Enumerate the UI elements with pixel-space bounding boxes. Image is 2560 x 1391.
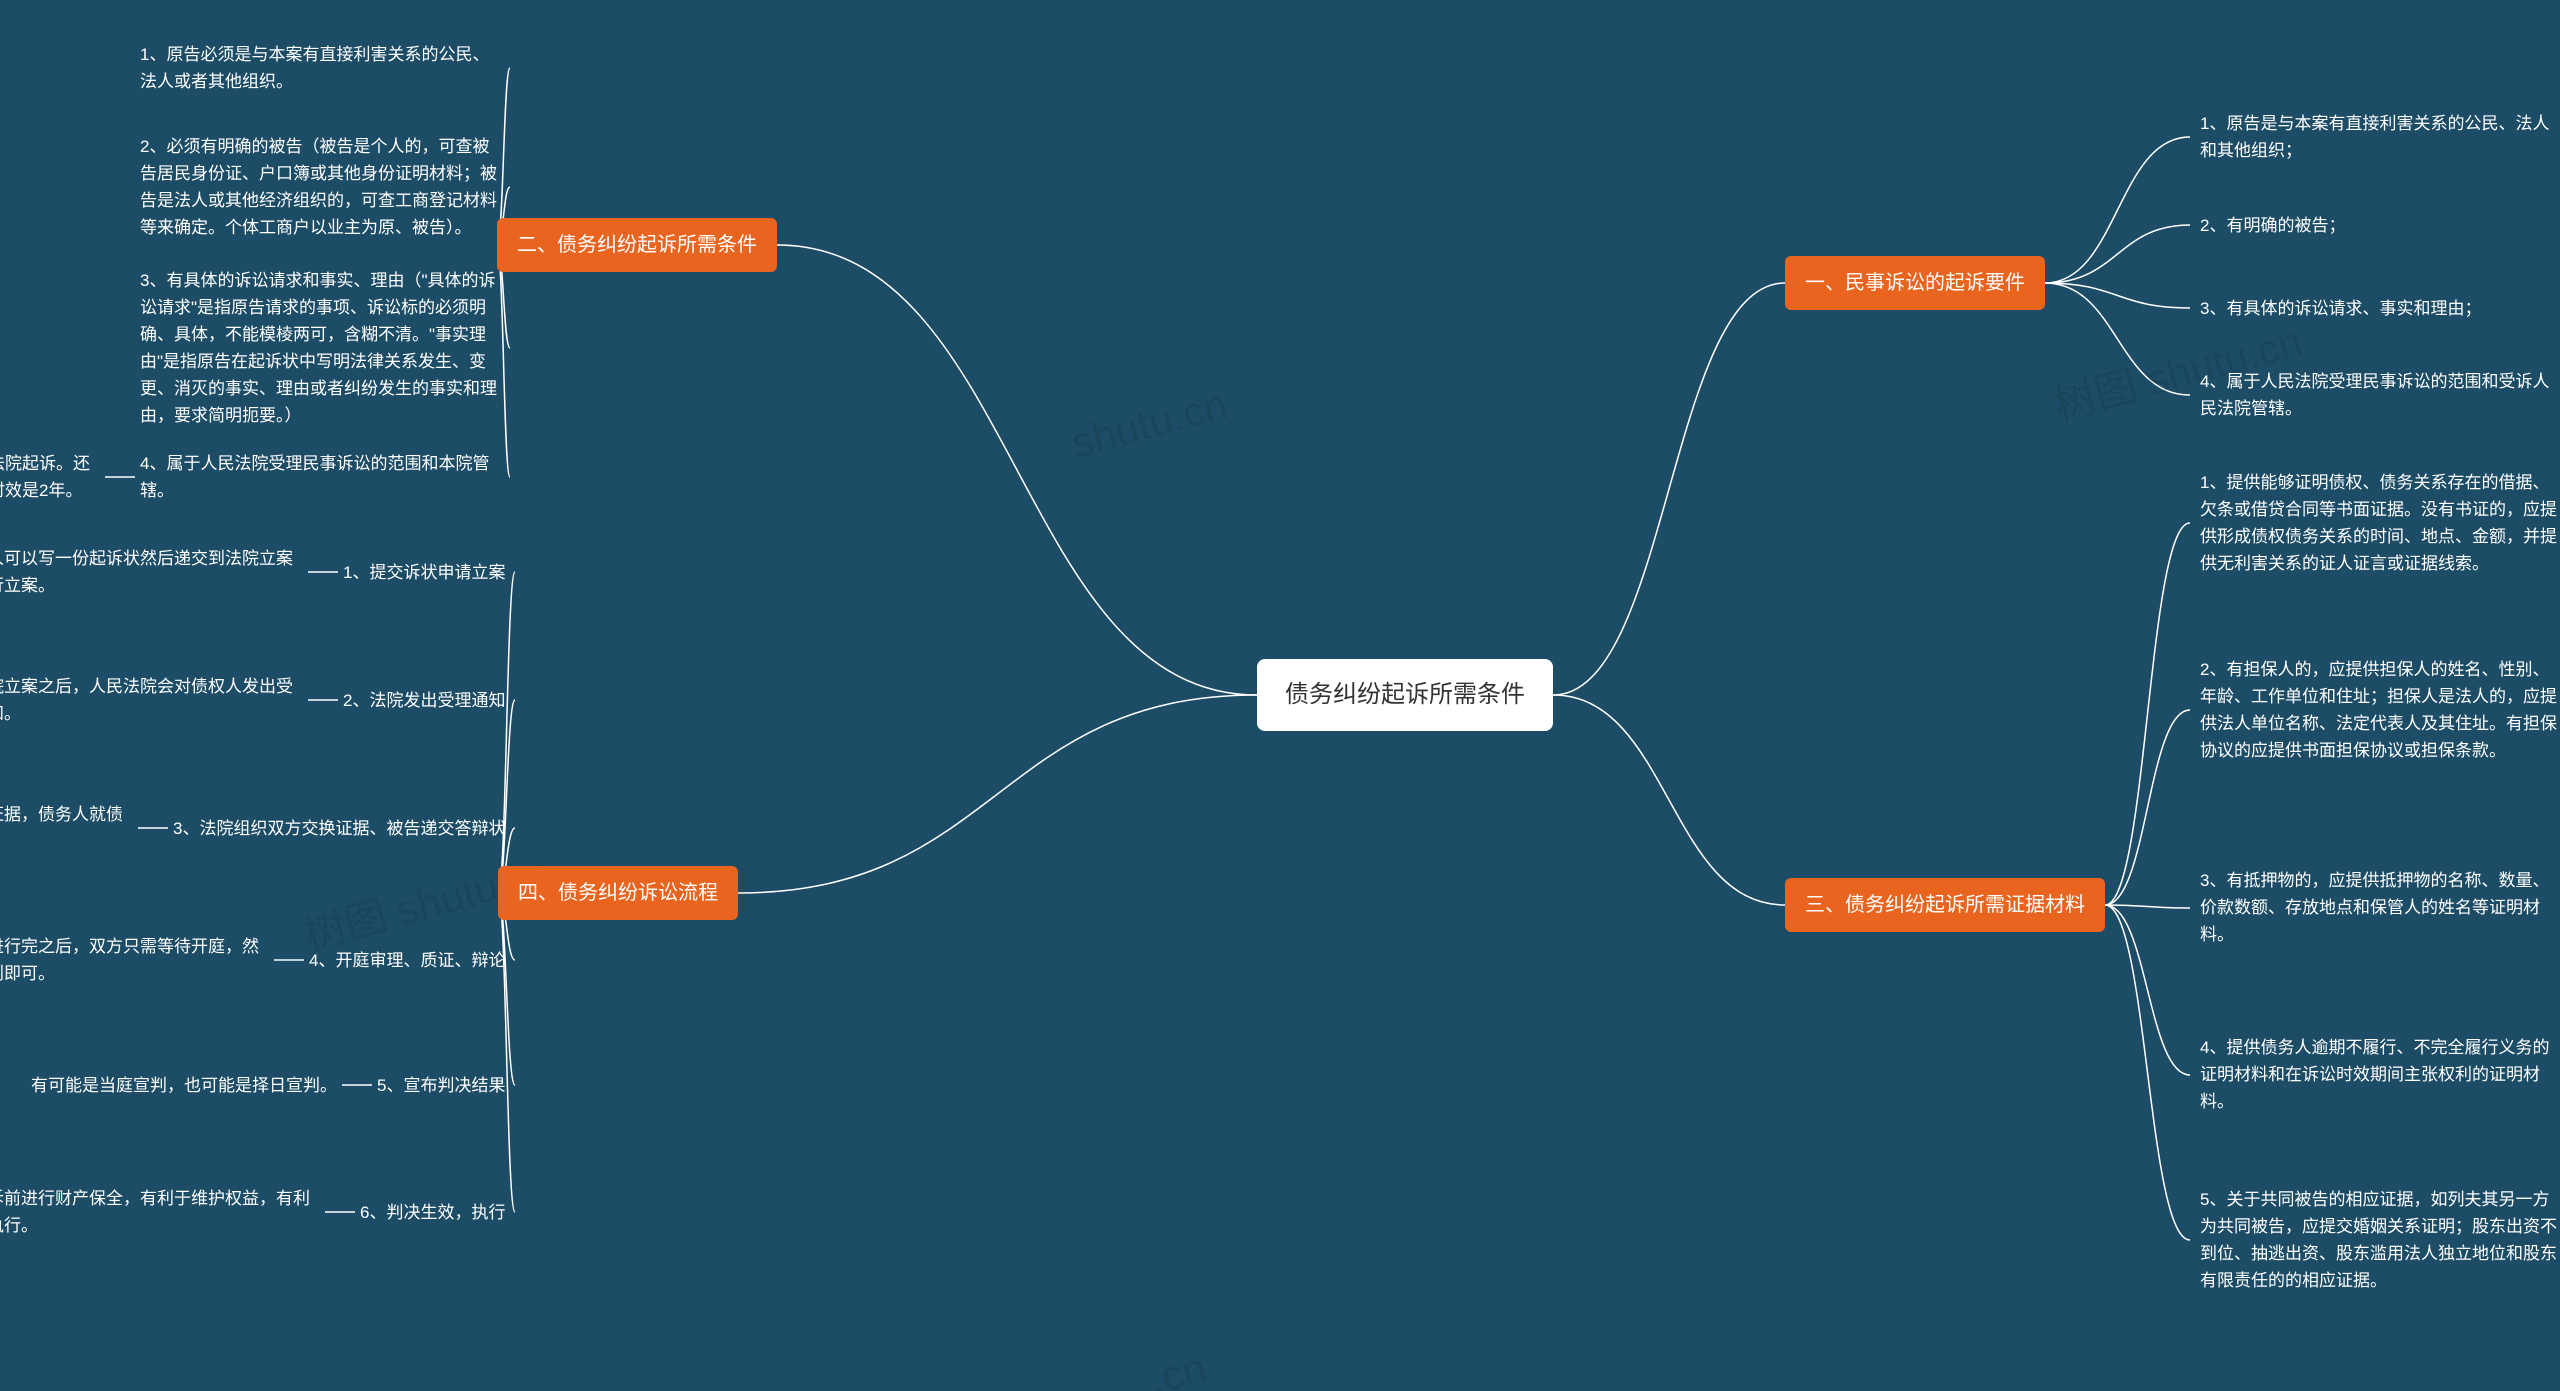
root-node: 债务纠纷起诉所需条件: [1257, 659, 1553, 731]
leaf: 4、开庭审理、质证、辩论: [309, 947, 505, 974]
leaf: 4、属于人民法院受理民事诉讼的范围和本院管辖。: [140, 450, 500, 504]
sub-leaf: 符合起诉条件即可向被告所在地法院起诉。还需要注意的是，债务纠纷的诉讼时效是2年。: [0, 450, 100, 504]
leaf: 2、有明确的被告；: [2200, 212, 2345, 239]
leaf: 2、法院发出受理通知: [343, 687, 505, 714]
leaf: 1、原告是与本案有直接利害关系的公民、法人和其他组织；: [2200, 110, 2560, 164]
branch-b3: 三、债务纠纷起诉所需证据材料: [1785, 878, 2105, 932]
leaf: 1、提交诉状申请立案: [343, 559, 505, 586]
leaf: 2、有担保人的，应提供担保人的姓名、性别、年龄、工作单位和住址；担保人是法人的，…: [2200, 656, 2560, 765]
sub-leaf: 债权人和债务人交换双方的证据，债务人就债权人的诉求作出应答。: [0, 801, 133, 855]
sub-leaf: 上述程序进行完之后，双方只需等待开庭，然后参与审判即可。: [0, 933, 269, 987]
leaf: 5、关于共同被告的相应证据，如列夫其另一方为共同被告，应提交婚姻关系证明；股东出…: [2200, 1186, 2560, 1295]
leaf: 3、有抵押物的，应提供抵押物的名称、数量、价款数额、存放地点和保管人的姓名等证明…: [2200, 867, 2560, 949]
branch-b1: 一、民事诉讼的起诉要件: [1785, 256, 2045, 310]
sub-leaf: 起诉前进行财产保全，有利于维护权益，有利于执行。: [0, 1185, 320, 1239]
sub-leaf: 有可能是当庭宣判，也可能是择日宣判。: [31, 1072, 337, 1099]
leaf: 1、原告必须是与本案有直接利害关系的公民、法人或者其他组织。: [140, 41, 500, 95]
leaf: 3、有具体的诉讼请求和事实、理由（"具体的诉讼请求"是指原告请求的事项、诉讼标的…: [140, 267, 500, 430]
leaf: 5、宣布判决结果: [377, 1072, 505, 1099]
leaf: 1、提供能够证明债权、债务关系存在的借据、欠条或借贷合同等书面证据。没有书证的，…: [2200, 469, 2560, 578]
sub-leaf: 在法院立案之后，人民法院会对债权人发出受理通知。: [0, 673, 303, 727]
branch-b2: 二、债务纠纷起诉所需条件: [497, 218, 777, 272]
watermark: .cn: [1145, 1344, 1212, 1391]
leaf: 3、法院组织双方交换证据、被告递交答辩状: [173, 815, 505, 842]
leaf: 4、提供债务人逾期不履行、不完全履行义务的证明材料和在诉讼时效期间主张权利的证明…: [2200, 1034, 2560, 1116]
leaf: 6、判决生效，执行: [360, 1199, 505, 1226]
branch-b4: 四、债务纠纷诉讼流程: [498, 866, 738, 920]
sub-leaf: 债权人可以写一份起诉状然后递交到法院立案厅进行立案。: [0, 545, 303, 599]
watermark: shutu.cn: [1066, 380, 1232, 467]
leaf: 4、属于人民法院受理民事诉讼的范围和受诉人民法院管辖。: [2200, 368, 2560, 422]
leaf: 3、有具体的诉讼请求、事实和理由；: [2200, 295, 2481, 322]
leaf: 2、必须有明确的被告（被告是个人的，可查被告居民身份证、户口簿或其他身份证明材料…: [140, 133, 500, 242]
